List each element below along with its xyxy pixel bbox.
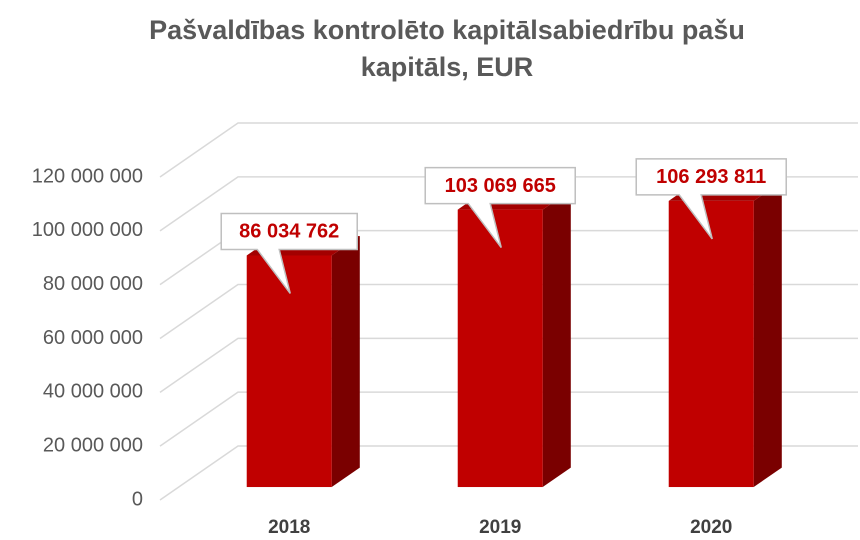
y-tick-label: 100 000 000: [32, 219, 143, 241]
x-tick-label: 2019: [479, 517, 521, 538]
bar-side: [753, 181, 782, 488]
callout: [424, 166, 576, 249]
x-tick-label: 2018: [268, 517, 310, 538]
callout: [220, 212, 358, 294]
bar-side: [331, 236, 360, 488]
grid-line: [159, 283, 858, 340]
y-tick-label: 60 000 000: [43, 327, 143, 349]
bar-front: [246, 255, 332, 488]
y-tick-label: 80 000 000: [43, 273, 143, 295]
grid-line: [159, 391, 858, 447]
bar: [668, 181, 782, 488]
data-label: 103 069 665: [445, 175, 556, 197]
grid-line: [159, 122, 858, 178]
grid-line: [159, 337, 858, 393]
bar-front: [457, 209, 543, 488]
x-tick-label: 2020: [690, 517, 732, 538]
chart-title: Pašvaldības kontrolēto kapitālsabiedrību…: [149, 15, 745, 82]
y-tick-label: 0: [132, 488, 143, 510]
bar: [457, 190, 571, 488]
grid-line: [159, 445, 858, 501]
bar: [246, 236, 360, 488]
data-label: 86 034 762: [239, 221, 339, 243]
y-tick-label: 20 000 000: [43, 434, 143, 456]
y-tick-label: 120 000 000: [32, 165, 143, 187]
bar-side: [542, 190, 571, 488]
data-label: 106 293 811: [656, 166, 766, 188]
y-tick-label: 40 000 000: [43, 381, 143, 403]
bar-front: [668, 200, 754, 488]
callout: [635, 158, 787, 240]
